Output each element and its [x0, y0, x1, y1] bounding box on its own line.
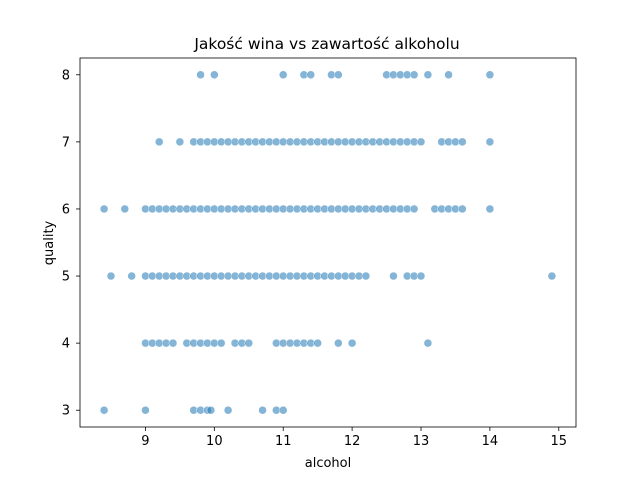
y-tick-label: 7: [62, 135, 70, 150]
data-point: [313, 338, 322, 348]
data-point: [154, 137, 164, 147]
x-tick-label: 11: [275, 434, 292, 449]
data-point: [278, 405, 288, 415]
data-point: [168, 338, 178, 348]
data-point: [106, 271, 116, 281]
data-point: [416, 271, 426, 281]
y-tick-label: 5: [62, 270, 70, 285]
data-point: [175, 137, 185, 147]
data-point: [258, 405, 267, 415]
data-point: [196, 70, 205, 80]
x-tick-label: 9: [141, 434, 149, 449]
y-tick-label: 4: [62, 337, 70, 352]
data-point: [210, 70, 219, 80]
y-tick-label: 8: [62, 68, 70, 83]
data-point: [278, 70, 288, 80]
x-axis-label: alcohol: [305, 456, 351, 471]
data-point: [416, 137, 426, 147]
data-point: [423, 338, 433, 348]
data-point: [334, 338, 343, 348]
y-tick-label: 6: [62, 202, 70, 217]
data-point: [389, 271, 398, 281]
data-point: [485, 137, 495, 147]
data-point: [334, 70, 343, 80]
y-axis-ticks: 3 4 5 6 7 8: [62, 68, 80, 419]
x-tick-label: 10: [206, 434, 223, 449]
data-point: [361, 271, 371, 281]
data-point: [485, 204, 495, 214]
data-point: [485, 70, 495, 80]
data-point: [223, 405, 233, 415]
data-point: [141, 405, 150, 415]
data-point: [127, 271, 136, 281]
data-point: [458, 137, 467, 147]
x-tick-label: 13: [413, 434, 430, 449]
y-tick-label: 3: [62, 404, 70, 419]
x-axis-ticks: 9 10 11 12 13 14 15: [141, 427, 567, 449]
data-point: [547, 271, 557, 281]
x-tick-label: 14: [482, 434, 499, 449]
data-point: [206, 405, 216, 415]
data-point: [423, 70, 433, 80]
data-point: [99, 204, 109, 214]
x-tick-label: 12: [344, 434, 361, 449]
data-point: [409, 70, 419, 80]
data-point: [244, 338, 254, 348]
plot-frame: [79, 57, 577, 428]
data-point: [306, 70, 316, 80]
x-tick-label: 15: [551, 434, 568, 449]
data-point: [458, 204, 467, 214]
data-point: [216, 338, 226, 348]
y-axis-label: quality: [42, 220, 57, 265]
data-point: [120, 204, 130, 214]
data-points: [99, 70, 557, 415]
data-point: [444, 70, 453, 80]
data-point: [99, 405, 109, 415]
data-point: [347, 338, 357, 348]
data-point: [409, 204, 419, 214]
chart-title: Jakość wina vs zawartość alkoholu: [193, 35, 459, 53]
